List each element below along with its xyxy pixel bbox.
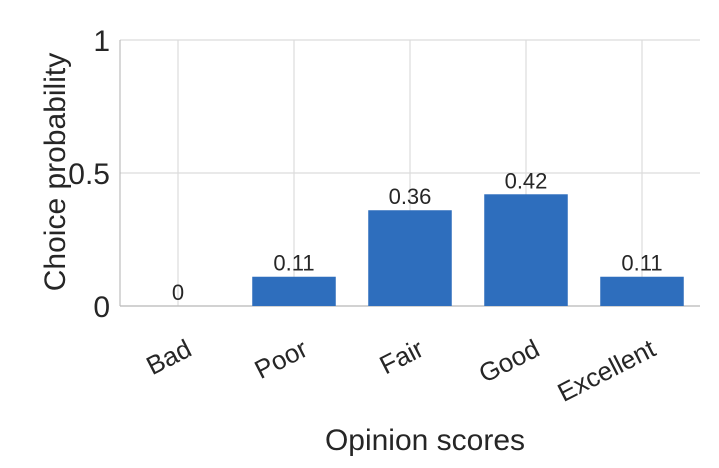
bar-fair [368,210,452,306]
x-tick-label-good: Good [474,333,544,389]
y-axis-title: Choice probability [39,53,72,291]
data-label-fair: 0.36 [389,184,432,209]
x-tick-label-bad: Bad [141,333,196,381]
bar-excellent [600,276,684,306]
data-label-poor: 0.11 [273,251,314,276]
bar-poor [252,276,336,306]
x-axis-title: Opinion scores [325,424,525,457]
data-label-good: 0.42 [505,168,548,193]
x-tick-label-fair: Fair [375,333,429,380]
y-tick-label: 0 [93,291,110,324]
y-tick-label: 0.5 [68,158,110,191]
bar-good [484,194,568,306]
x-tick-label-excellent: Excellent [553,333,661,408]
data-label-bad: 0 [172,280,184,305]
bar-layer [252,194,684,306]
y-tick-label: 1 [93,25,110,58]
x-tick-label-poor: Poor [250,333,313,385]
data-label-excellent: 0.11 [621,251,662,276]
